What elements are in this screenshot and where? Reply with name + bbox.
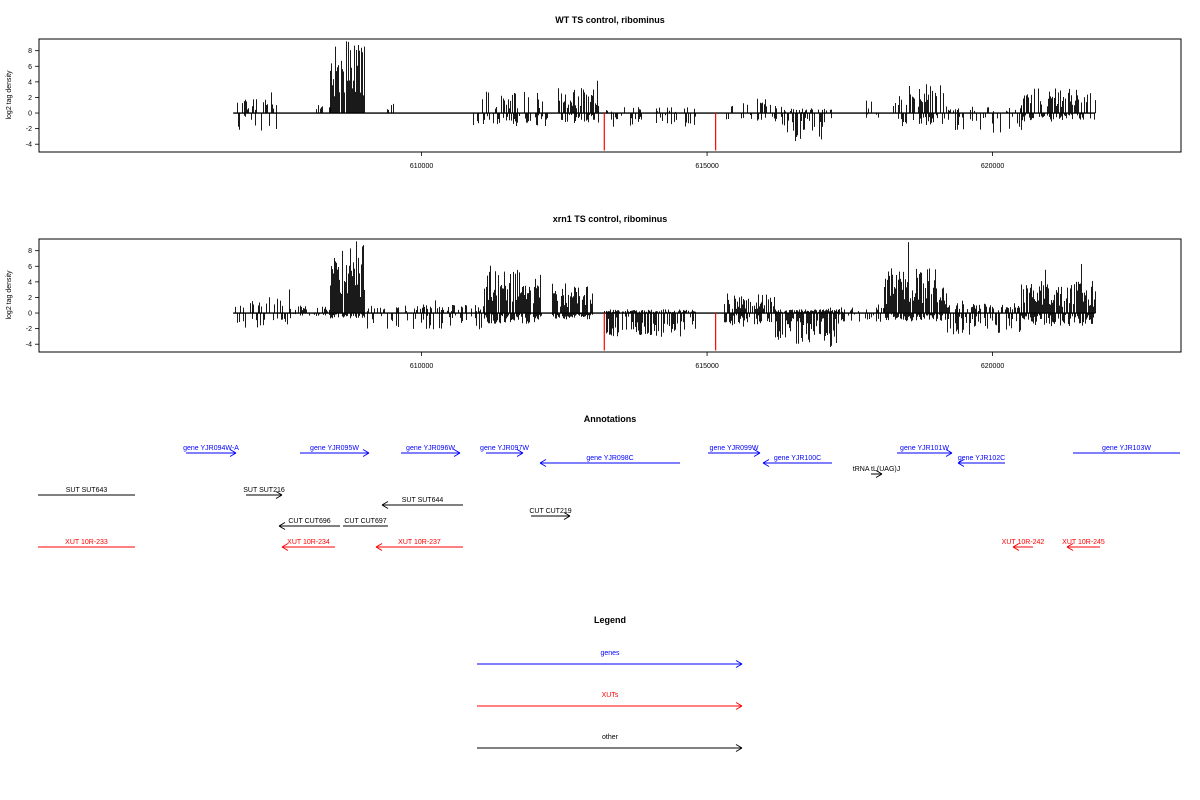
signal-bars (233, 241, 1096, 351)
legend: genes XUTs other (477, 650, 743, 752)
y-tick-label: 8 (28, 48, 32, 55)
annotation-feature: CUT CUT697 (343, 518, 388, 527)
annotation-feature: gene YJR094W-A (183, 445, 239, 457)
annotation-feature: gene YJR102C (957, 455, 1005, 467)
annotation-label: gene YJR103W (1102, 445, 1151, 452)
y-tick-label: -2 (26, 126, 32, 133)
y-tick-label: -4 (26, 142, 32, 149)
x-tick-label: 620000 (981, 363, 1004, 370)
plot-frame (38, 38, 1182, 153)
axis-ticks: -4 -2 0 2 4 6 8 610000 615000 620000 (26, 48, 1005, 170)
y-axis-label: log2 tag density (6, 70, 13, 120)
annotation-label: XUT 10R-234 (287, 539, 330, 546)
legend-item: other (477, 734, 743, 752)
legend-item: genes (477, 650, 743, 668)
y-tick-label: -4 (26, 342, 32, 349)
x-tick-label: 615000 (695, 363, 718, 370)
legend-label: XUTs (602, 692, 619, 699)
y-tick-label: 6 (28, 264, 32, 271)
y-tick-label: 8 (28, 248, 32, 255)
y-tick-label: 4 (28, 79, 32, 86)
annotation-label: tRNA tL(UAG)J (853, 466, 900, 473)
legend-title: Legend (594, 615, 626, 625)
annotation-feature: XUT 10R-245 (1062, 539, 1105, 551)
annotation-feature: tRNA tL(UAG)J (853, 466, 900, 478)
x-tick-label: 610000 (410, 163, 433, 170)
annotation-label: gene YJR100C (774, 455, 821, 462)
panel-xrn1: xrn1 TS control, ribominus log2 tag dens… (6, 214, 1182, 370)
annotation-label: gene YJR098C (586, 455, 633, 462)
annotation-feature: gene YJR103W (1073, 445, 1180, 454)
annotation-label: SUT SUT643 (66, 487, 108, 494)
annotation-label: gene YJR097W (480, 445, 529, 452)
annotation-feature: gene YJR096W (401, 445, 461, 457)
x-tick-label: 610000 (410, 363, 433, 370)
axis-ticks: -4 -2 0 2 4 6 8 610000 615000 620000 (26, 248, 1005, 370)
annotation-feature: XUT 10R-237 (375, 539, 463, 551)
annotation-label: gene YJR095W (310, 445, 359, 452)
annotation-label: CUT CUT696 (288, 518, 330, 525)
annotation-feature: gene YJR095W (300, 445, 370, 457)
annotation-feature: XUT 10R-242 (1002, 539, 1045, 551)
y-tick-label: 0 (28, 111, 32, 118)
annotation-label: XUT 10R-233 (65, 539, 108, 546)
annotation-feature: SUT SUT216 (243, 487, 285, 499)
annotation-label: SUT SUT216 (243, 487, 285, 494)
signal-bars (233, 41, 1096, 151)
y-tick-label: 2 (28, 95, 32, 102)
x-tick-label: 615000 (695, 163, 718, 170)
annotation-feature: gene YJR098C (539, 455, 680, 467)
annotation-label: SUT SUT644 (402, 497, 444, 504)
annotations-title: Annotations (584, 414, 637, 424)
annotation-tracks: gene YJR094W-A gene YJR095W gene YJR096W ge… (38, 445, 1180, 551)
annotation-label: CUT CUT219 (529, 508, 571, 515)
annotation-feature: gene YJR101W (897, 445, 953, 457)
annotation-feature: gene YJR097W (480, 445, 529, 457)
panel-title: WT TS control, ribominus (555, 15, 665, 25)
annotation-feature: SUT SUT644 (381, 497, 463, 509)
annotation-feature: CUT CUT219 (529, 508, 572, 520)
legend-label: genes (600, 650, 620, 657)
legend-label: other (602, 734, 619, 741)
x-tick-label: 620000 (981, 163, 1004, 170)
annotation-label: gene YJR101W (900, 445, 949, 452)
annotation-label: CUT CUT697 (344, 518, 386, 525)
annotation-label: gene YJR096W (406, 445, 455, 452)
legend-item: XUTs (477, 692, 743, 710)
annotation-label: gene YJR099W (710, 445, 759, 452)
y-tick-label: 0 (28, 311, 32, 318)
annotation-label: gene YJR094W-A (183, 445, 239, 452)
annotation-feature: XUT 10R-233 (38, 539, 135, 548)
annotation-feature: XUT 10R-234 (281, 539, 335, 551)
y-tick-label: -2 (26, 326, 32, 333)
annotation-label: gene YJR102C (958, 455, 1005, 462)
y-tick-label: 4 (28, 279, 32, 286)
annotation-feature: gene YJR099W (708, 445, 761, 457)
panel-wt: WT TS control, ribominus log2 tag densit… (6, 15, 1182, 170)
annotation-feature: CUT CUT696 (278, 518, 340, 530)
annotation-label: XUT 10R-237 (398, 539, 441, 546)
annotation-label: XUT 10R-242 (1002, 539, 1045, 546)
annotation-label: XUT 10R-245 (1062, 539, 1105, 546)
plot-frame (38, 238, 1182, 353)
annotation-feature: gene YJR100C (762, 455, 832, 467)
y-tick-label: 2 (28, 295, 32, 302)
panel-title: xrn1 TS control, ribominus (553, 214, 668, 224)
annotation-feature: SUT SUT643 (38, 487, 135, 496)
y-tick-label: 6 (28, 64, 32, 71)
y-axis-label: log2 tag density (6, 270, 13, 320)
